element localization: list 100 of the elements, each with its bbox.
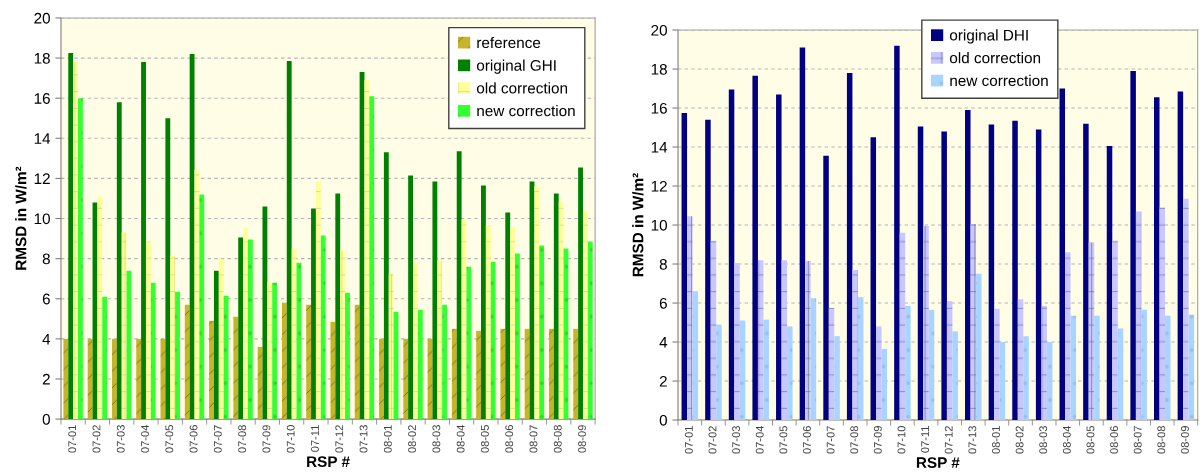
bar <box>121 232 127 420</box>
bar <box>799 47 806 421</box>
bar <box>763 319 769 421</box>
y-tick-label: 10 <box>34 213 50 225</box>
bar <box>311 208 316 420</box>
bar <box>752 75 758 421</box>
bar <box>965 109 971 421</box>
bar <box>823 155 829 421</box>
bar <box>413 262 418 420</box>
bar <box>776 94 782 421</box>
x-tick-label: 08-06 <box>1110 426 1119 454</box>
bar <box>553 193 559 420</box>
bar <box>1112 240 1118 421</box>
bar <box>417 309 423 420</box>
bar <box>87 338 93 420</box>
bar <box>1041 305 1047 421</box>
x-tick-label: 08-06 <box>505 425 514 453</box>
bar <box>728 89 735 421</box>
bar <box>876 326 882 421</box>
x-tick-label: 08-05 <box>480 425 489 453</box>
x-tick-label: 08-07 <box>529 425 538 453</box>
bar <box>267 281 273 420</box>
bar <box>928 309 935 421</box>
x-tick-label: 07-03 <box>116 425 125 453</box>
bar <box>247 239 253 420</box>
bar <box>1094 315 1100 421</box>
bar <box>870 137 877 421</box>
bar <box>68 53 74 420</box>
bar <box>437 260 443 420</box>
bar <box>988 124 995 421</box>
x-tick-label: 08-07 <box>1133 426 1142 454</box>
x-tick-label: 07-09 <box>262 425 271 453</box>
x-axis-title: RSP # <box>307 456 350 468</box>
bar <box>548 328 554 420</box>
bar <box>734 263 740 421</box>
bar <box>315 181 321 420</box>
x-tick-label: 08-09 <box>1181 426 1189 454</box>
bar <box>111 338 117 420</box>
bar <box>238 237 244 420</box>
bar <box>946 301 953 421</box>
bar <box>587 241 593 420</box>
bar <box>810 298 817 421</box>
bar <box>466 266 472 420</box>
bar <box>757 260 764 421</box>
bar <box>710 240 717 421</box>
bar <box>976 273 982 421</box>
bar <box>209 320 214 420</box>
bar <box>364 80 370 420</box>
bar <box>539 245 545 420</box>
bar <box>578 167 583 420</box>
y-tick-label: 8 <box>659 258 667 270</box>
x-tick-label: 07-08 <box>850 426 859 454</box>
x-tick-label: 08-08 <box>1157 426 1166 454</box>
x-tick-label: 08-03 <box>432 425 441 453</box>
bar <box>1188 314 1195 421</box>
x-tick-label: 07-08 <box>238 425 247 453</box>
bar <box>500 328 506 420</box>
bar <box>805 261 811 421</box>
bar <box>150 282 156 420</box>
bar <box>1165 315 1171 421</box>
bar <box>781 260 788 421</box>
bar <box>73 62 78 420</box>
bar <box>281 302 287 420</box>
bar <box>1059 88 1066 421</box>
bar <box>1083 123 1089 421</box>
y-tick-label: 6 <box>659 297 667 309</box>
bar <box>1012 120 1018 421</box>
y-tick-label: 20 <box>651 24 667 36</box>
x-tick-label: 08-02 <box>408 425 417 453</box>
bar <box>1154 97 1160 421</box>
bar <box>1135 211 1142 421</box>
bar <box>335 193 341 420</box>
legend-label: old correction <box>949 52 1041 64</box>
bar <box>243 227 248 420</box>
legend-label: original DHI <box>949 29 1028 44</box>
bar <box>485 225 491 420</box>
bar <box>1177 91 1184 421</box>
bar <box>687 216 693 421</box>
bar <box>510 227 515 420</box>
y-tick-label: 6 <box>42 293 50 305</box>
y-tick-label: 0 <box>42 413 50 425</box>
bar <box>1070 315 1077 421</box>
x-tick-label: 07-03 <box>732 426 741 454</box>
x-tick-label: 07-05 <box>779 426 788 454</box>
bar <box>286 61 292 420</box>
bar <box>257 346 263 420</box>
bar <box>403 338 409 420</box>
bar <box>102 296 108 420</box>
y-tick-label: 0 <box>659 414 667 426</box>
y-axis-title: RMSD in W/m² <box>632 173 644 277</box>
x-tick-label: 07-01 <box>68 425 77 453</box>
y-tick-label: 4 <box>42 333 51 345</box>
bar <box>692 291 699 421</box>
x-tick-label: 07-01 <box>684 426 693 454</box>
bar <box>515 253 520 420</box>
x-tick-label: 08-01 <box>383 425 392 453</box>
legend-label: original GHI <box>476 59 556 74</box>
bar <box>233 316 239 420</box>
bar <box>184 304 190 420</box>
x-tick-label: 08-04 <box>1062 425 1071 454</box>
